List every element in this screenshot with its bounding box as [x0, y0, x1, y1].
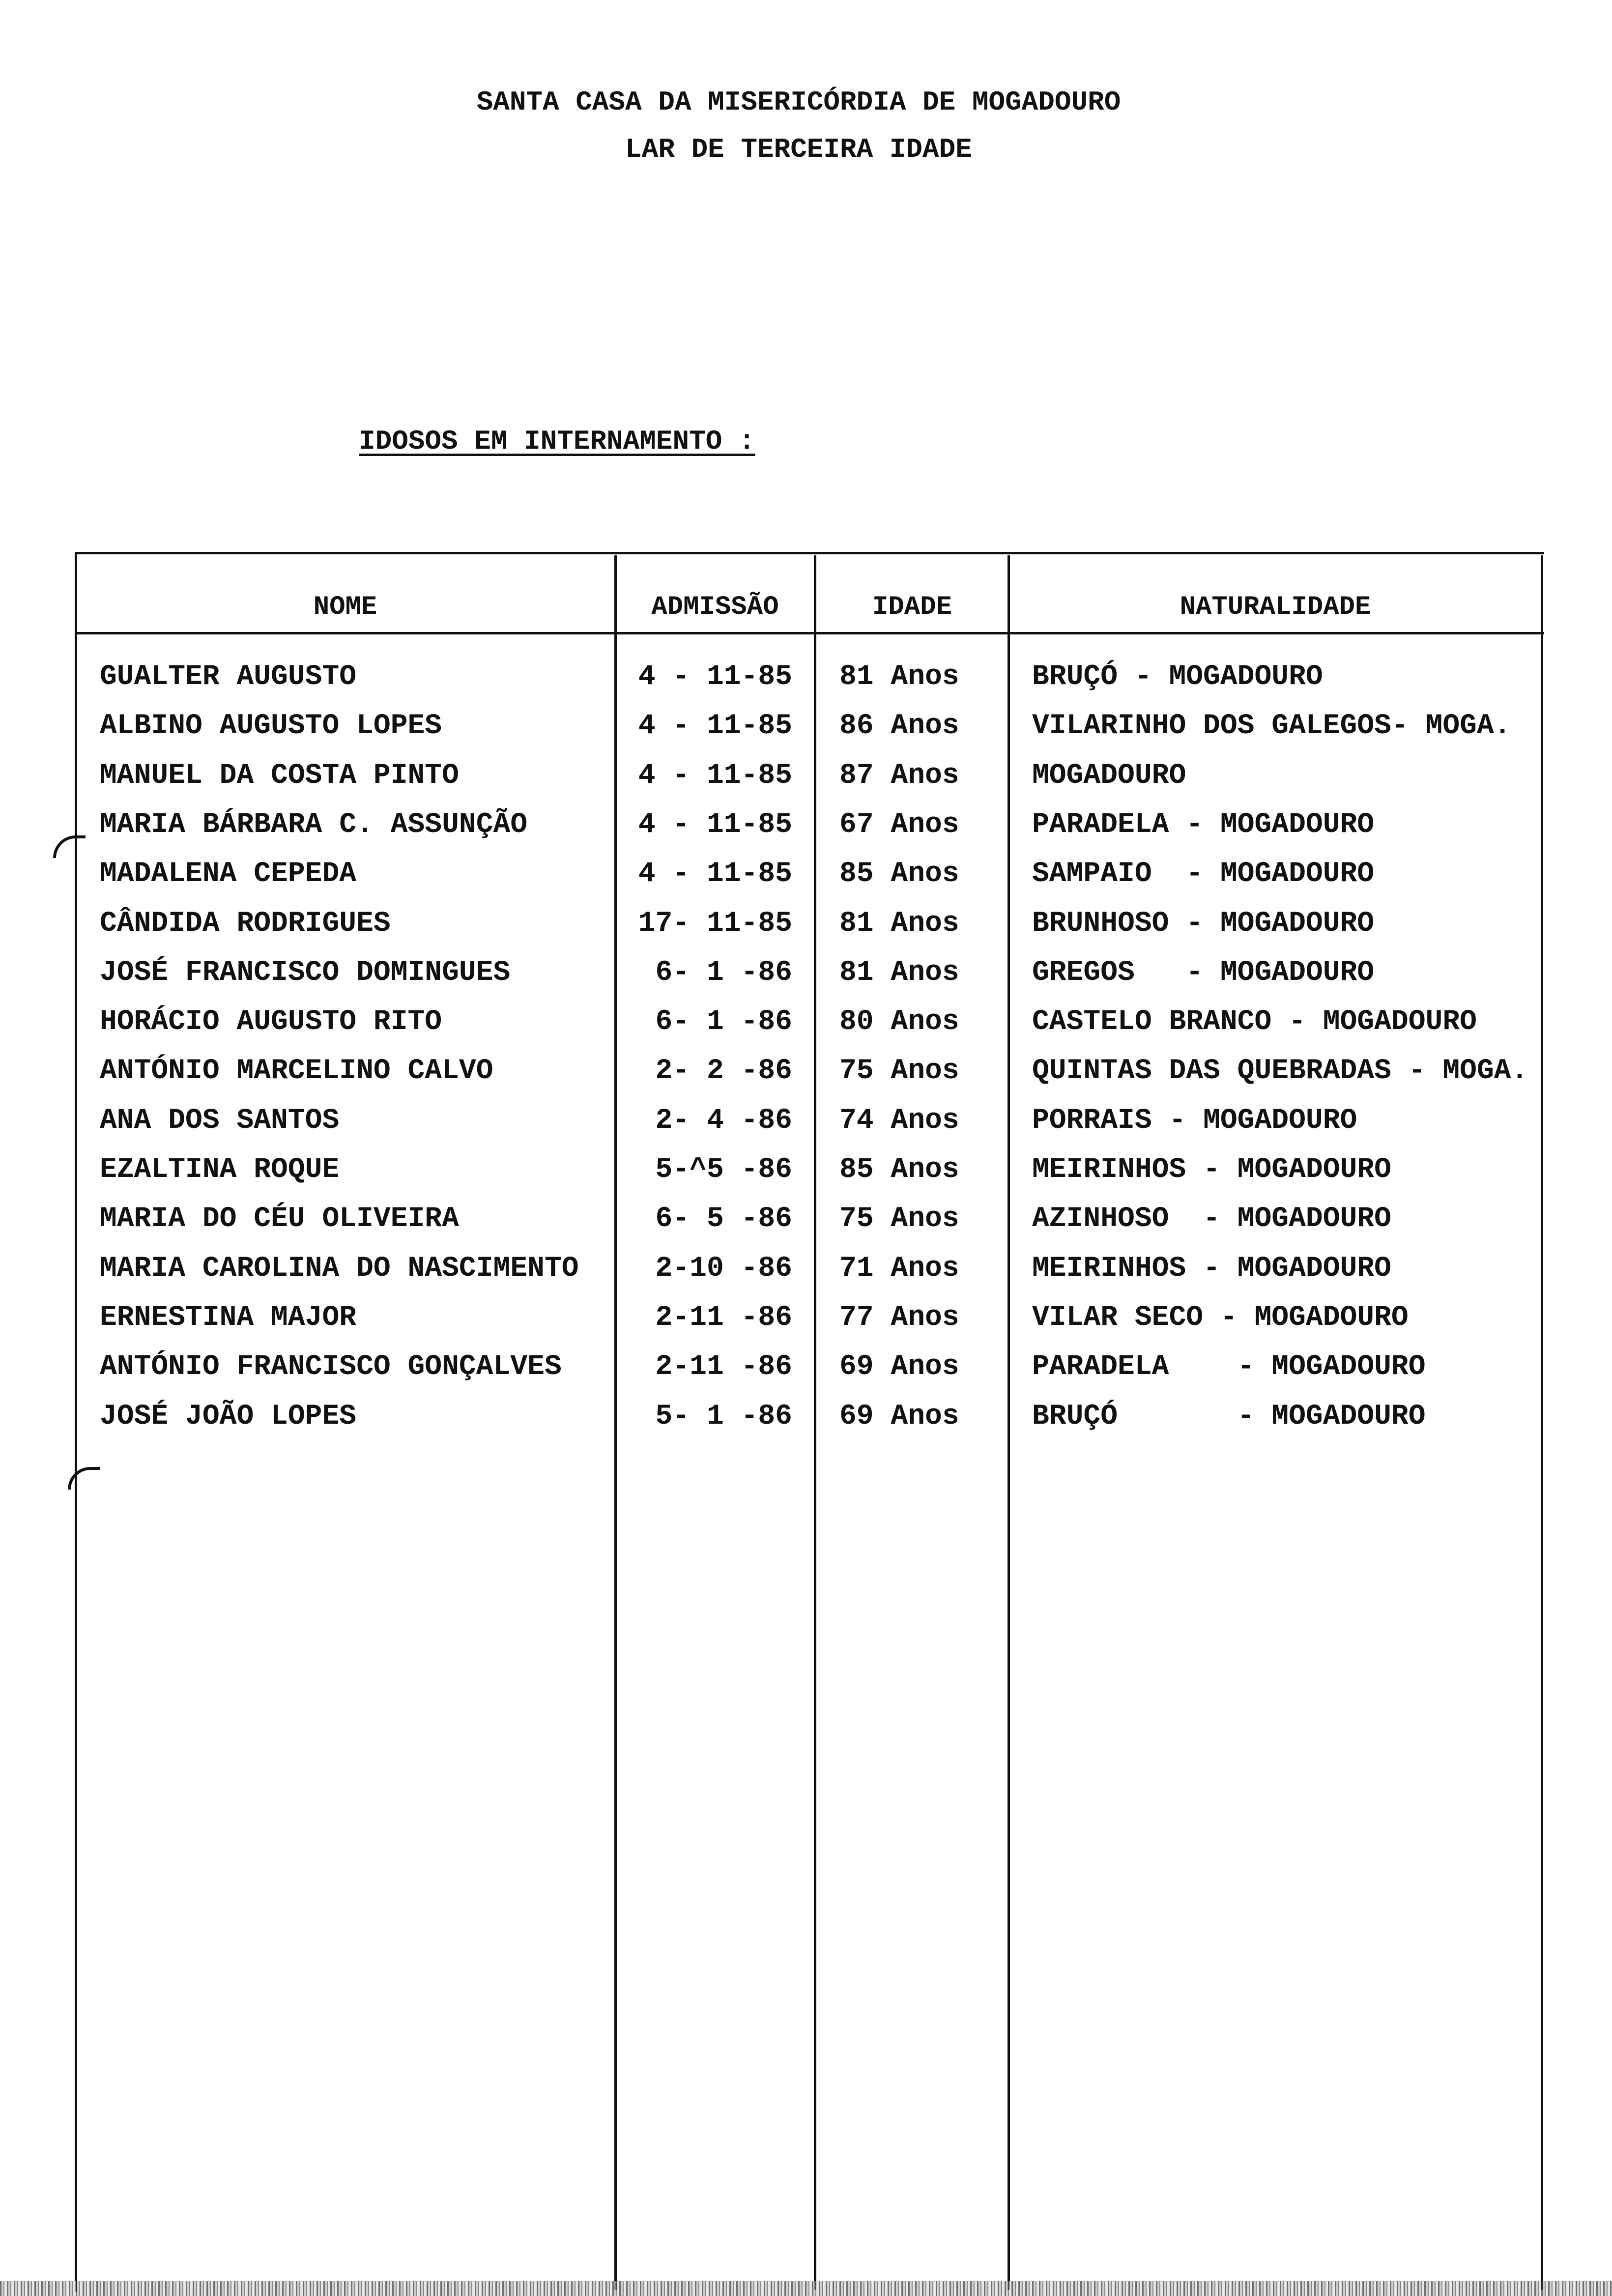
- resident-name: MADALENA CEPEDA: [100, 858, 357, 890]
- section-title: IDOSOS EM INTERNAMENTO :: [359, 426, 755, 457]
- table-right-border: [1541, 555, 1543, 2290]
- resident-name: ALBINO AUGUSTO LOPES: [100, 710, 442, 743]
- admission-date: 2- 4 -86: [655, 1104, 792, 1137]
- resident-name: MANUEL DA COSTA PINTO: [100, 759, 459, 792]
- column-divider: [614, 555, 617, 2290]
- age: 69 Anos: [839, 1351, 959, 1383]
- admission-date: 4 - 11-85: [638, 858, 792, 890]
- admission-date: 4 - 11-85: [638, 808, 792, 841]
- birthplace: SAMPAIO - MOGADOURO: [1032, 858, 1375, 890]
- birthplace: AZINHOSO - MOGADOURO: [1032, 1203, 1391, 1235]
- age: 86 Anos: [839, 710, 959, 743]
- table-row: ANTÓNIO MARCELINO CALVO 2- 2 -86 75 Anos QU…: [0, 1055, 1612, 1104]
- admission-date: 2-10 -86: [655, 1252, 792, 1285]
- admission-date: 5- 1 -86: [655, 1400, 792, 1433]
- age: 81 Anos: [839, 661, 959, 693]
- table-row: JOSÉ JOÃO LOPES 5- 1 -86 69 Anos BRUÇÓ - MO…: [0, 1401, 1612, 1450]
- table-row: MARIA BÁRBARA C. ASSUNÇÃO 4 - 11-85 67 Ano…: [0, 809, 1612, 858]
- table-row: JOSÉ FRANCISCO DOMINGUES 6- 1 -86 81 Anos G…: [0, 957, 1612, 1006]
- header-bottom-border: [75, 632, 1544, 634]
- table-row: ALBINO AUGUSTO LOPES 4 - 11-85 86 Anos VILA…: [0, 710, 1612, 759]
- admission-date: 6- 5 -86: [655, 1203, 792, 1235]
- age: 81 Anos: [839, 907, 959, 940]
- table-row: GUALTER AUGUSTO 4 - 11-85 81 Anos BRUÇÓ - M…: [0, 661, 1612, 710]
- age: 69 Anos: [839, 1400, 959, 1433]
- resident-name: ANTÓNIO FRANCISCO GONÇALVES: [100, 1351, 562, 1383]
- birthplace: VILAR SECO - MOGADOURO: [1032, 1301, 1409, 1334]
- age: 77 Anos: [839, 1301, 959, 1334]
- birthplace: MEIRINHOS - MOGADOURO: [1032, 1154, 1391, 1186]
- resident-name: GUALTER AUGUSTO: [100, 661, 357, 693]
- birthplace: PARADELA - MOGADOURO: [1032, 808, 1375, 841]
- table-row: ERNESTINA MAJOR 2-11 -86 77 Anos VILAR SECO…: [0, 1302, 1612, 1351]
- resident-name: JOSÉ JOÃO LOPES: [100, 1400, 357, 1433]
- table-row: ANA DOS SANTOS 2- 4 -86 74 Anos PORRAIS - M…: [0, 1105, 1612, 1154]
- punch-hole-mark: [68, 1467, 100, 1490]
- birthplace: PORRAIS - MOGADOURO: [1032, 1104, 1357, 1137]
- age: 67 Anos: [839, 808, 959, 841]
- column-header-idade: IDADE: [872, 592, 952, 622]
- column-divider: [814, 555, 816, 2290]
- table-row: MARIA DO CÉU OLIVEIRA 6- 5 -86 75 Anos AZIN…: [0, 1203, 1612, 1252]
- table-row: MARIA CAROLINA DO NASCIMENTO 2-10 -86 71 A…: [0, 1253, 1612, 1302]
- age: 71 Anos: [839, 1252, 959, 1285]
- admission-date: 5-^5 -86: [655, 1154, 792, 1186]
- department-title: LAR DE TERCEIRA IDADE: [625, 134, 972, 165]
- admission-date: 6- 1 -86: [655, 1006, 792, 1038]
- resident-name: ANA DOS SANTOS: [100, 1104, 340, 1137]
- resident-name: ANTÓNIO MARCELINO CALVO: [100, 1055, 493, 1088]
- admission-date: 2-11 -86: [655, 1301, 792, 1334]
- birthplace: BRUÇÓ - MOGADOURO: [1032, 661, 1323, 693]
- birthplace: BRUNHOSO - MOGADOURO: [1032, 907, 1375, 940]
- column-header-naturalidade: NATURALIDADE: [1180, 592, 1371, 622]
- table-row: CÂNDIDA RODRIGUES 17- 11-85 81 Anos BRUNHOS…: [0, 908, 1612, 957]
- resident-name: EZALTINA ROQUE: [100, 1154, 340, 1186]
- column-header-admissao: ADMISSÃO: [651, 592, 779, 622]
- age: 81 Anos: [839, 956, 959, 989]
- admission-date: 4 - 11-85: [638, 710, 792, 743]
- birthplace: MEIRINHOS - MOGADOURO: [1032, 1252, 1391, 1285]
- admission-date: 2-11 -86: [655, 1351, 792, 1383]
- table-left-border: [75, 552, 77, 2292]
- age: 75 Anos: [839, 1055, 959, 1088]
- age: 74 Anos: [839, 1104, 959, 1137]
- admission-date: 6- 1 -86: [655, 956, 792, 989]
- table-top-border: [75, 552, 1544, 554]
- age: 85 Anos: [839, 858, 959, 890]
- age: 85 Anos: [839, 1154, 959, 1186]
- age: 80 Anos: [839, 1006, 959, 1038]
- admission-date: 4 - 11-85: [638, 661, 792, 693]
- resident-name: CÂNDIDA RODRIGUES: [100, 907, 391, 940]
- admission-date: 2- 2 -86: [655, 1055, 792, 1088]
- age: 75 Anos: [839, 1203, 959, 1235]
- table-row: HORÁCIO AUGUSTO RITO 6- 1 -86 80 Anos CASTE…: [0, 1006, 1612, 1055]
- resident-name: MARIA BÁRBARA C. ASSUNÇÃO: [100, 808, 528, 841]
- column-header-nome: NOME: [313, 592, 377, 622]
- birthplace: QUINTAS DAS QUEBRADAS - MOGA.: [1032, 1055, 1528, 1088]
- column-divider: [1008, 555, 1010, 2290]
- resident-name: MARIA CAROLINA DO NASCIMENTO: [100, 1252, 579, 1285]
- table-row: ANTÓNIO FRANCISCO GONÇALVES 2-11 -86 69 An…: [0, 1351, 1612, 1400]
- birthplace: MOGADOURO: [1032, 759, 1186, 792]
- resident-name: HORÁCIO AUGUSTO RITO: [100, 1006, 442, 1038]
- birthplace: GREGOS - MOGADOURO: [1032, 956, 1375, 989]
- birthplace: PARADELA - MOGADOURO: [1032, 1351, 1426, 1383]
- institution-title: SANTA CASA DA MISERICÓRDIA DE MOGADOURO: [476, 86, 1121, 118]
- resident-name: JOSÉ FRANCISCO DOMINGUES: [100, 956, 511, 989]
- resident-name: ERNESTINA MAJOR: [100, 1301, 357, 1334]
- table-row: MANUEL DA COSTA PINTO 4 - 11-85 87 Anos MOG…: [0, 760, 1612, 809]
- resident-name: MARIA DO CÉU OLIVEIRA: [100, 1203, 459, 1235]
- birthplace: CASTELO BRANCO - MOGADOURO: [1032, 1006, 1477, 1038]
- admission-date: 17- 11-85: [638, 907, 792, 940]
- birthplace: BRUÇÓ - MOGADOURO: [1032, 1400, 1426, 1433]
- table-row: EZALTINA ROQUE 5-^5 -86 85 Anos MEIRINHOS -…: [0, 1154, 1612, 1203]
- age: 87 Anos: [839, 759, 959, 792]
- birthplace: VILARINHO DOS GALEGOS- MOGA.: [1032, 710, 1511, 743]
- scan-edge-noise: [0, 2281, 1612, 2296]
- admission-date: 4 - 11-85: [638, 759, 792, 792]
- table-row: MADALENA CEPEDA 4 - 11-85 85 Anos SAMPAIO -…: [0, 858, 1612, 907]
